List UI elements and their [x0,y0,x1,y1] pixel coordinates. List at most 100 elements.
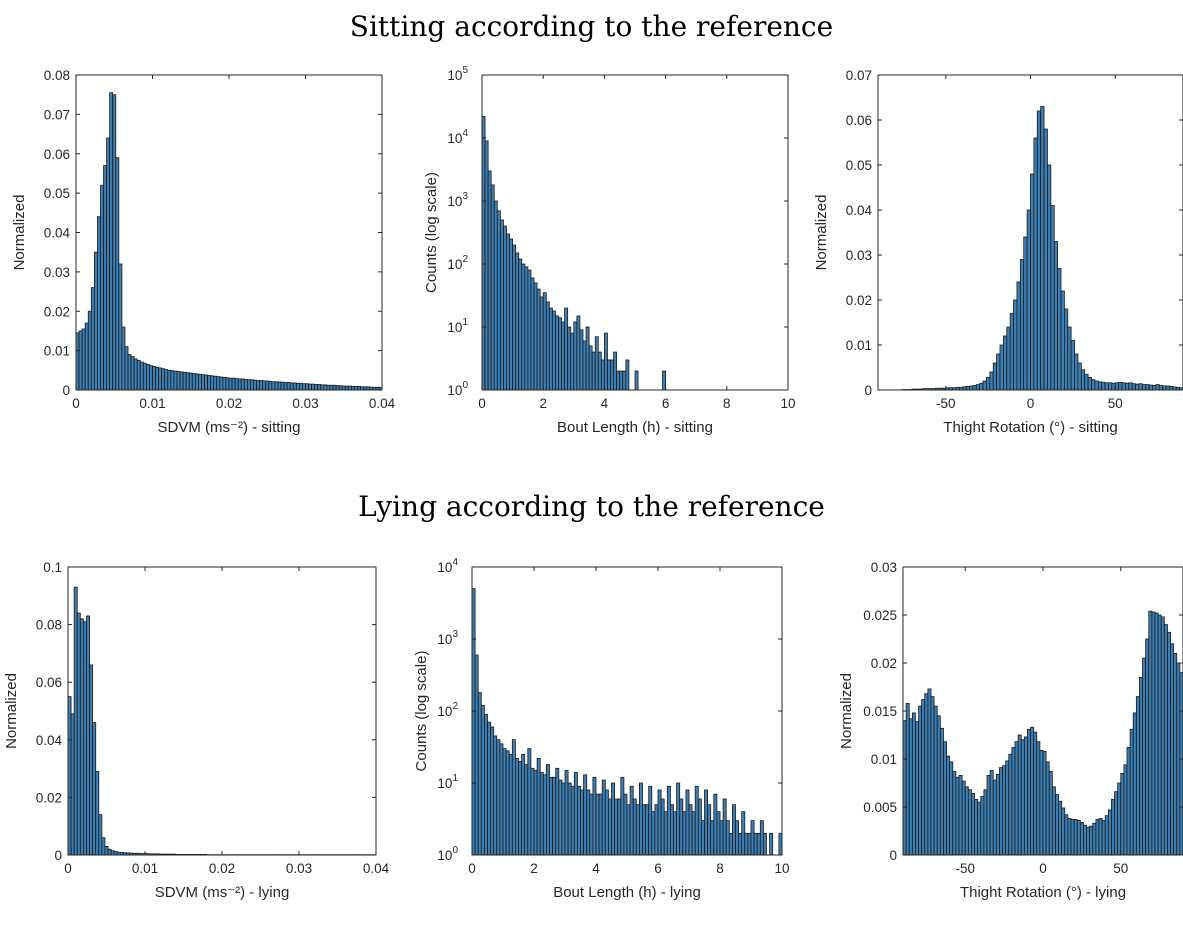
x-tick-label: 10 [780,396,795,411]
histogram-bar [277,381,282,391]
histogram-bar [586,789,591,856]
histogram-bar [728,832,733,856]
histogram-bar [295,382,300,391]
histogram-bar [283,382,288,391]
histogram-bar [744,832,749,856]
histogram-bar [1084,373,1089,391]
histogram-bar [725,820,730,856]
histogram-bar [1163,624,1168,856]
histogram-bar [1131,383,1136,391]
histogram-bar [1026,209,1031,391]
histogram-bar [191,373,196,391]
histogram-bar [570,785,575,856]
histogram-bar [112,94,117,391]
y-tick-label: 0.1 [43,560,62,575]
histogram-bar [95,771,100,856]
x-tick-label: 50 [1113,861,1128,876]
histogram-bar [314,384,319,391]
histogram-bar [521,263,526,391]
histogram-bar [231,377,236,391]
histogram-bar [234,378,239,391]
histogram-bar [597,351,602,391]
histogram-bar [663,811,668,856]
y-tick-label: 0.02 [36,790,62,805]
y-axis-label: Normalized [3,673,20,749]
histogram-bar [610,359,614,391]
y-tick-label: 0.02 [871,656,897,671]
histogram-bar [1111,798,1115,856]
histogram-bar [989,770,994,856]
histogram-bar [555,767,560,856]
histogram-bar [487,170,492,391]
histogram-bar [93,251,98,391]
histogram-bar [484,713,488,856]
histogram-bar [600,359,605,391]
histogram-bar [688,804,693,856]
x-tick-label: 0.04 [369,396,396,411]
histogram-bar [243,378,248,391]
histogram-bar [480,704,485,856]
x-tick-label: 6 [654,861,662,876]
histogram-bar [539,772,544,856]
histogram-bar [253,379,257,391]
x-tick-label: 0.01 [139,396,165,411]
histogram-bar [518,760,522,856]
histogram-bar [1162,385,1167,391]
histogram-bar [1006,326,1011,391]
histogram-bar [92,722,97,856]
histogram-bar [289,382,294,391]
histogram-bar [332,384,337,391]
histogram-bar [1160,616,1165,856]
histogram-bar [603,332,608,391]
histogram-bar [176,371,181,391]
histogram-bar [1079,821,1084,856]
histogram-bar [1107,809,1112,856]
histogram-bar [567,326,572,391]
histogram-bar [958,774,963,856]
histogram-bar [1016,281,1021,391]
histogram-bar [634,370,639,391]
histogram-bar [1138,383,1143,391]
histogram-bar [87,310,92,391]
histogram-bar [308,383,313,391]
histogram-bar [81,328,86,391]
histogram-bar [1135,696,1140,856]
histogram-bar [347,385,352,391]
histogram-bar [939,727,944,856]
histogram-bar [201,374,205,391]
y-tick-label: 101 [447,317,468,335]
histogram-bar [1057,268,1062,391]
histogram-bar [564,769,569,856]
y-tick-label: 0.07 [846,68,872,83]
histogram-bar [326,384,331,391]
histogram-bar [499,219,504,391]
histogram-bar [1165,385,1170,391]
x-axis-label: SDVM (ms⁻²) - lying [155,884,290,901]
histogram-bar [274,381,279,391]
histogram-bar [515,757,519,856]
y-tick-label: 0.005 [863,800,897,815]
histogram-bar [1023,736,1028,856]
histogram-bar [1060,290,1065,391]
histogram-bar [1039,749,1044,856]
histogram-bar [1170,643,1175,856]
y-tick-label: 0 [864,383,872,398]
histogram-bar [1008,753,1013,856]
histogram-bar [539,296,544,391]
histogram-bar [118,263,123,391]
histogram-bar [197,373,202,391]
histogram-bar [530,277,535,391]
section-title-lying: Lying according to the reference [358,490,825,523]
histogram-bar [210,375,215,391]
y-tick-label: 0.02 [846,293,872,308]
histogram-bar [1132,712,1137,856]
y-tick-label: 100 [447,380,468,398]
histogram-bar [545,764,550,856]
histogram-bar [130,356,135,391]
histogram-bar [756,832,761,856]
histogram-bar [999,344,1004,391]
histogram-bar [971,793,975,856]
y-tick-label: 104 [437,557,458,575]
histogram-bar [908,718,913,856]
histogram-bar [511,739,516,856]
